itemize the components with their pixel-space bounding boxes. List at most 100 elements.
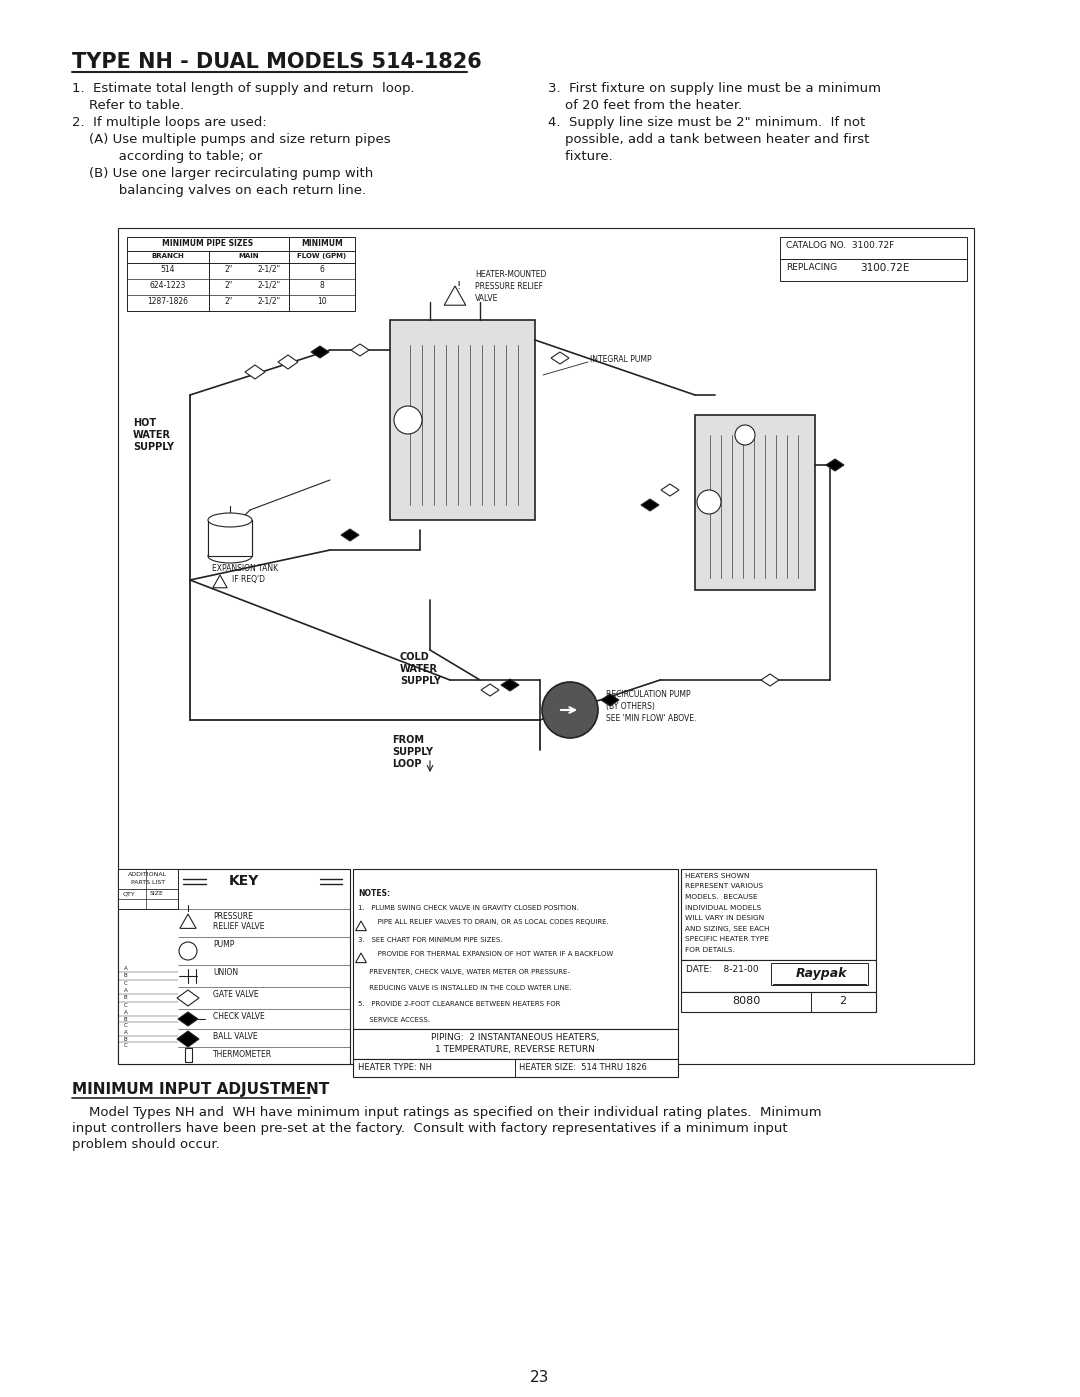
Text: QTY: QTY	[123, 891, 136, 895]
Text: DATE:    8-21-00: DATE: 8-21-00	[686, 965, 758, 974]
Text: PIPING:  2 INSTANTANEOUS HEATERS,: PIPING: 2 INSTANTANEOUS HEATERS,	[431, 1032, 599, 1042]
Bar	[681, 869, 876, 960]
Bar	[353, 869, 678, 1030]
Text: possible, add a tank between heater and first: possible, add a tank between heater and …	[548, 133, 869, 147]
Text: Refer to table.: Refer to table.	[72, 99, 184, 112]
Text: HOT: HOT	[133, 418, 157, 427]
Text: C: C	[124, 1003, 127, 1007]
Polygon shape	[444, 286, 465, 305]
Text: C: C	[124, 1044, 127, 1048]
Text: 2.  If multiple loops are used:: 2. If multiple loops are used:	[72, 116, 267, 129]
Bar	[353, 1059, 678, 1077]
Text: 6: 6	[320, 265, 324, 274]
Text: GATE VALVE: GATE VALVE	[213, 990, 258, 999]
Bar	[681, 992, 876, 1011]
Text: 3100.72E: 3100.72E	[860, 263, 909, 272]
Text: REPRESENT VARIOUS: REPRESENT VARIOUS	[685, 883, 764, 890]
Text: 2": 2"	[225, 281, 233, 291]
Text: MAIN: MAIN	[239, 253, 259, 258]
Text: input controllers have been pre-set at the factory.  Consult with factory repres: input controllers have been pre-set at t…	[72, 1122, 787, 1134]
Text: REDUCING VALVE IS INSTALLED IN THE COLD WATER LINE.: REDUCING VALVE IS INSTALLED IN THE COLD …	[357, 985, 571, 990]
Text: 10: 10	[318, 298, 327, 306]
Text: fixture.: fixture.	[548, 149, 612, 163]
Text: B: B	[124, 974, 127, 978]
Text: 8080: 8080	[732, 996, 760, 1006]
Text: 2-1/2": 2-1/2"	[257, 265, 281, 274]
Text: 4.  Supply line size must be 2" minimum.  If not: 4. Supply line size must be 2" minimum. …	[548, 116, 865, 129]
Polygon shape	[177, 990, 199, 1006]
Text: 3.  First fixture on supply line must be a minimum: 3. First fixture on supply line must be …	[548, 82, 881, 95]
Bar	[118, 869, 178, 909]
Ellipse shape	[208, 513, 252, 527]
Circle shape	[394, 407, 422, 434]
Text: 2-1/2": 2-1/2"	[257, 298, 281, 306]
Text: problem should occur.: problem should occur.	[72, 1139, 219, 1151]
Text: SERVICE ACCESS.: SERVICE ACCESS.	[357, 1017, 430, 1023]
Text: CHECK VALVE: CHECK VALVE	[213, 1011, 265, 1021]
Text: RECIRCULATION PUMP: RECIRCULATION PUMP	[606, 690, 690, 698]
Circle shape	[179, 942, 197, 960]
Bar	[353, 1030, 678, 1059]
Text: (A) Use multiple pumps and size return pipes: (A) Use multiple pumps and size return p…	[72, 133, 391, 147]
Text: TYPE NH - DUAL MODELS 514-1826: TYPE NH - DUAL MODELS 514-1826	[72, 52, 482, 73]
Text: THERMOMETER: THERMOMETER	[213, 1051, 272, 1059]
Polygon shape	[600, 694, 619, 705]
Text: PRESSURE RELIEF: PRESSURE RELIEF	[475, 282, 543, 291]
Text: Model Types NH and  WH have minimum input ratings as specified on their individu: Model Types NH and WH have minimum input…	[72, 1106, 822, 1119]
Polygon shape	[355, 953, 366, 963]
Text: 8: 8	[320, 281, 324, 291]
Bar	[771, 963, 868, 985]
Text: WATER: WATER	[400, 664, 438, 673]
Text: FLOW (GPM): FLOW (GPM)	[297, 253, 347, 258]
Polygon shape	[501, 679, 519, 692]
Text: 1.   PLUMB SWING CHECK VALVE IN GRAVITY CLOSED POSITION.: 1. PLUMB SWING CHECK VALVE IN GRAVITY CL…	[357, 905, 579, 911]
Polygon shape	[178, 1011, 198, 1025]
Polygon shape	[551, 352, 569, 365]
Text: AND SIZING, SEE EACH: AND SIZING, SEE EACH	[685, 925, 769, 932]
Text: WILL VARY IN DESIGN: WILL VARY IN DESIGN	[685, 915, 765, 921]
Text: A: A	[124, 965, 127, 971]
Bar	[118, 869, 350, 1065]
Polygon shape	[177, 1031, 199, 1046]
Text: PUMP: PUMP	[213, 940, 234, 949]
Text: REPLACING: REPLACING	[786, 263, 837, 272]
Text: SIZE: SIZE	[150, 891, 164, 895]
Text: BRANCH: BRANCH	[151, 253, 185, 258]
Text: 624-1223: 624-1223	[150, 281, 186, 291]
Polygon shape	[761, 673, 779, 686]
Text: A: A	[124, 1030, 127, 1035]
Polygon shape	[355, 921, 366, 930]
Text: MINIMUM INPUT ADJUSTMENT: MINIMUM INPUT ADJUSTMENT	[72, 1083, 329, 1097]
Text: HEATER TYPE: NH: HEATER TYPE: NH	[357, 1063, 432, 1071]
Bar	[118, 228, 974, 1065]
Bar	[696, 415, 815, 590]
Text: Raypak: Raypak	[795, 967, 847, 981]
Polygon shape	[642, 499, 659, 511]
Text: (B) Use one larger recirculating pump with: (B) Use one larger recirculating pump wi…	[72, 168, 374, 180]
Bar	[681, 960, 876, 992]
Bar	[185, 1048, 192, 1062]
Text: WATER: WATER	[133, 430, 171, 440]
Text: B: B	[124, 995, 127, 1000]
Text: SUPPLY: SUPPLY	[133, 441, 174, 453]
Text: IF REQ'D: IF REQ'D	[232, 576, 265, 584]
Polygon shape	[341, 529, 359, 541]
Text: PIPE ALL RELIEF VALVES TO DRAIN, OR AS LOCAL CODES REQUIRE.: PIPE ALL RELIEF VALVES TO DRAIN, OR AS L…	[372, 919, 609, 925]
Polygon shape	[213, 576, 227, 588]
Text: C: C	[124, 1024, 127, 1028]
Text: of 20 feet from the heater.: of 20 feet from the heater.	[548, 99, 742, 112]
Text: 1287-1826: 1287-1826	[148, 298, 189, 306]
Polygon shape	[661, 483, 679, 496]
Text: MINIMUM: MINIMUM	[301, 239, 342, 249]
Bar	[127, 237, 355, 312]
Text: 514: 514	[161, 265, 175, 274]
Text: A: A	[124, 988, 127, 993]
Text: balancing valves on each return line.: balancing valves on each return line.	[72, 184, 366, 197]
Text: 3.   SEE CHART FOR MINIMUM PIPE SIZES.: 3. SEE CHART FOR MINIMUM PIPE SIZES.	[357, 937, 502, 943]
Text: 2": 2"	[225, 265, 233, 274]
Text: BALL VALVE: BALL VALVE	[213, 1032, 258, 1041]
Text: COLD: COLD	[400, 652, 430, 662]
Text: MODELS.  BECAUSE: MODELS. BECAUSE	[685, 894, 757, 900]
Text: A: A	[124, 1010, 127, 1016]
Polygon shape	[481, 685, 499, 696]
